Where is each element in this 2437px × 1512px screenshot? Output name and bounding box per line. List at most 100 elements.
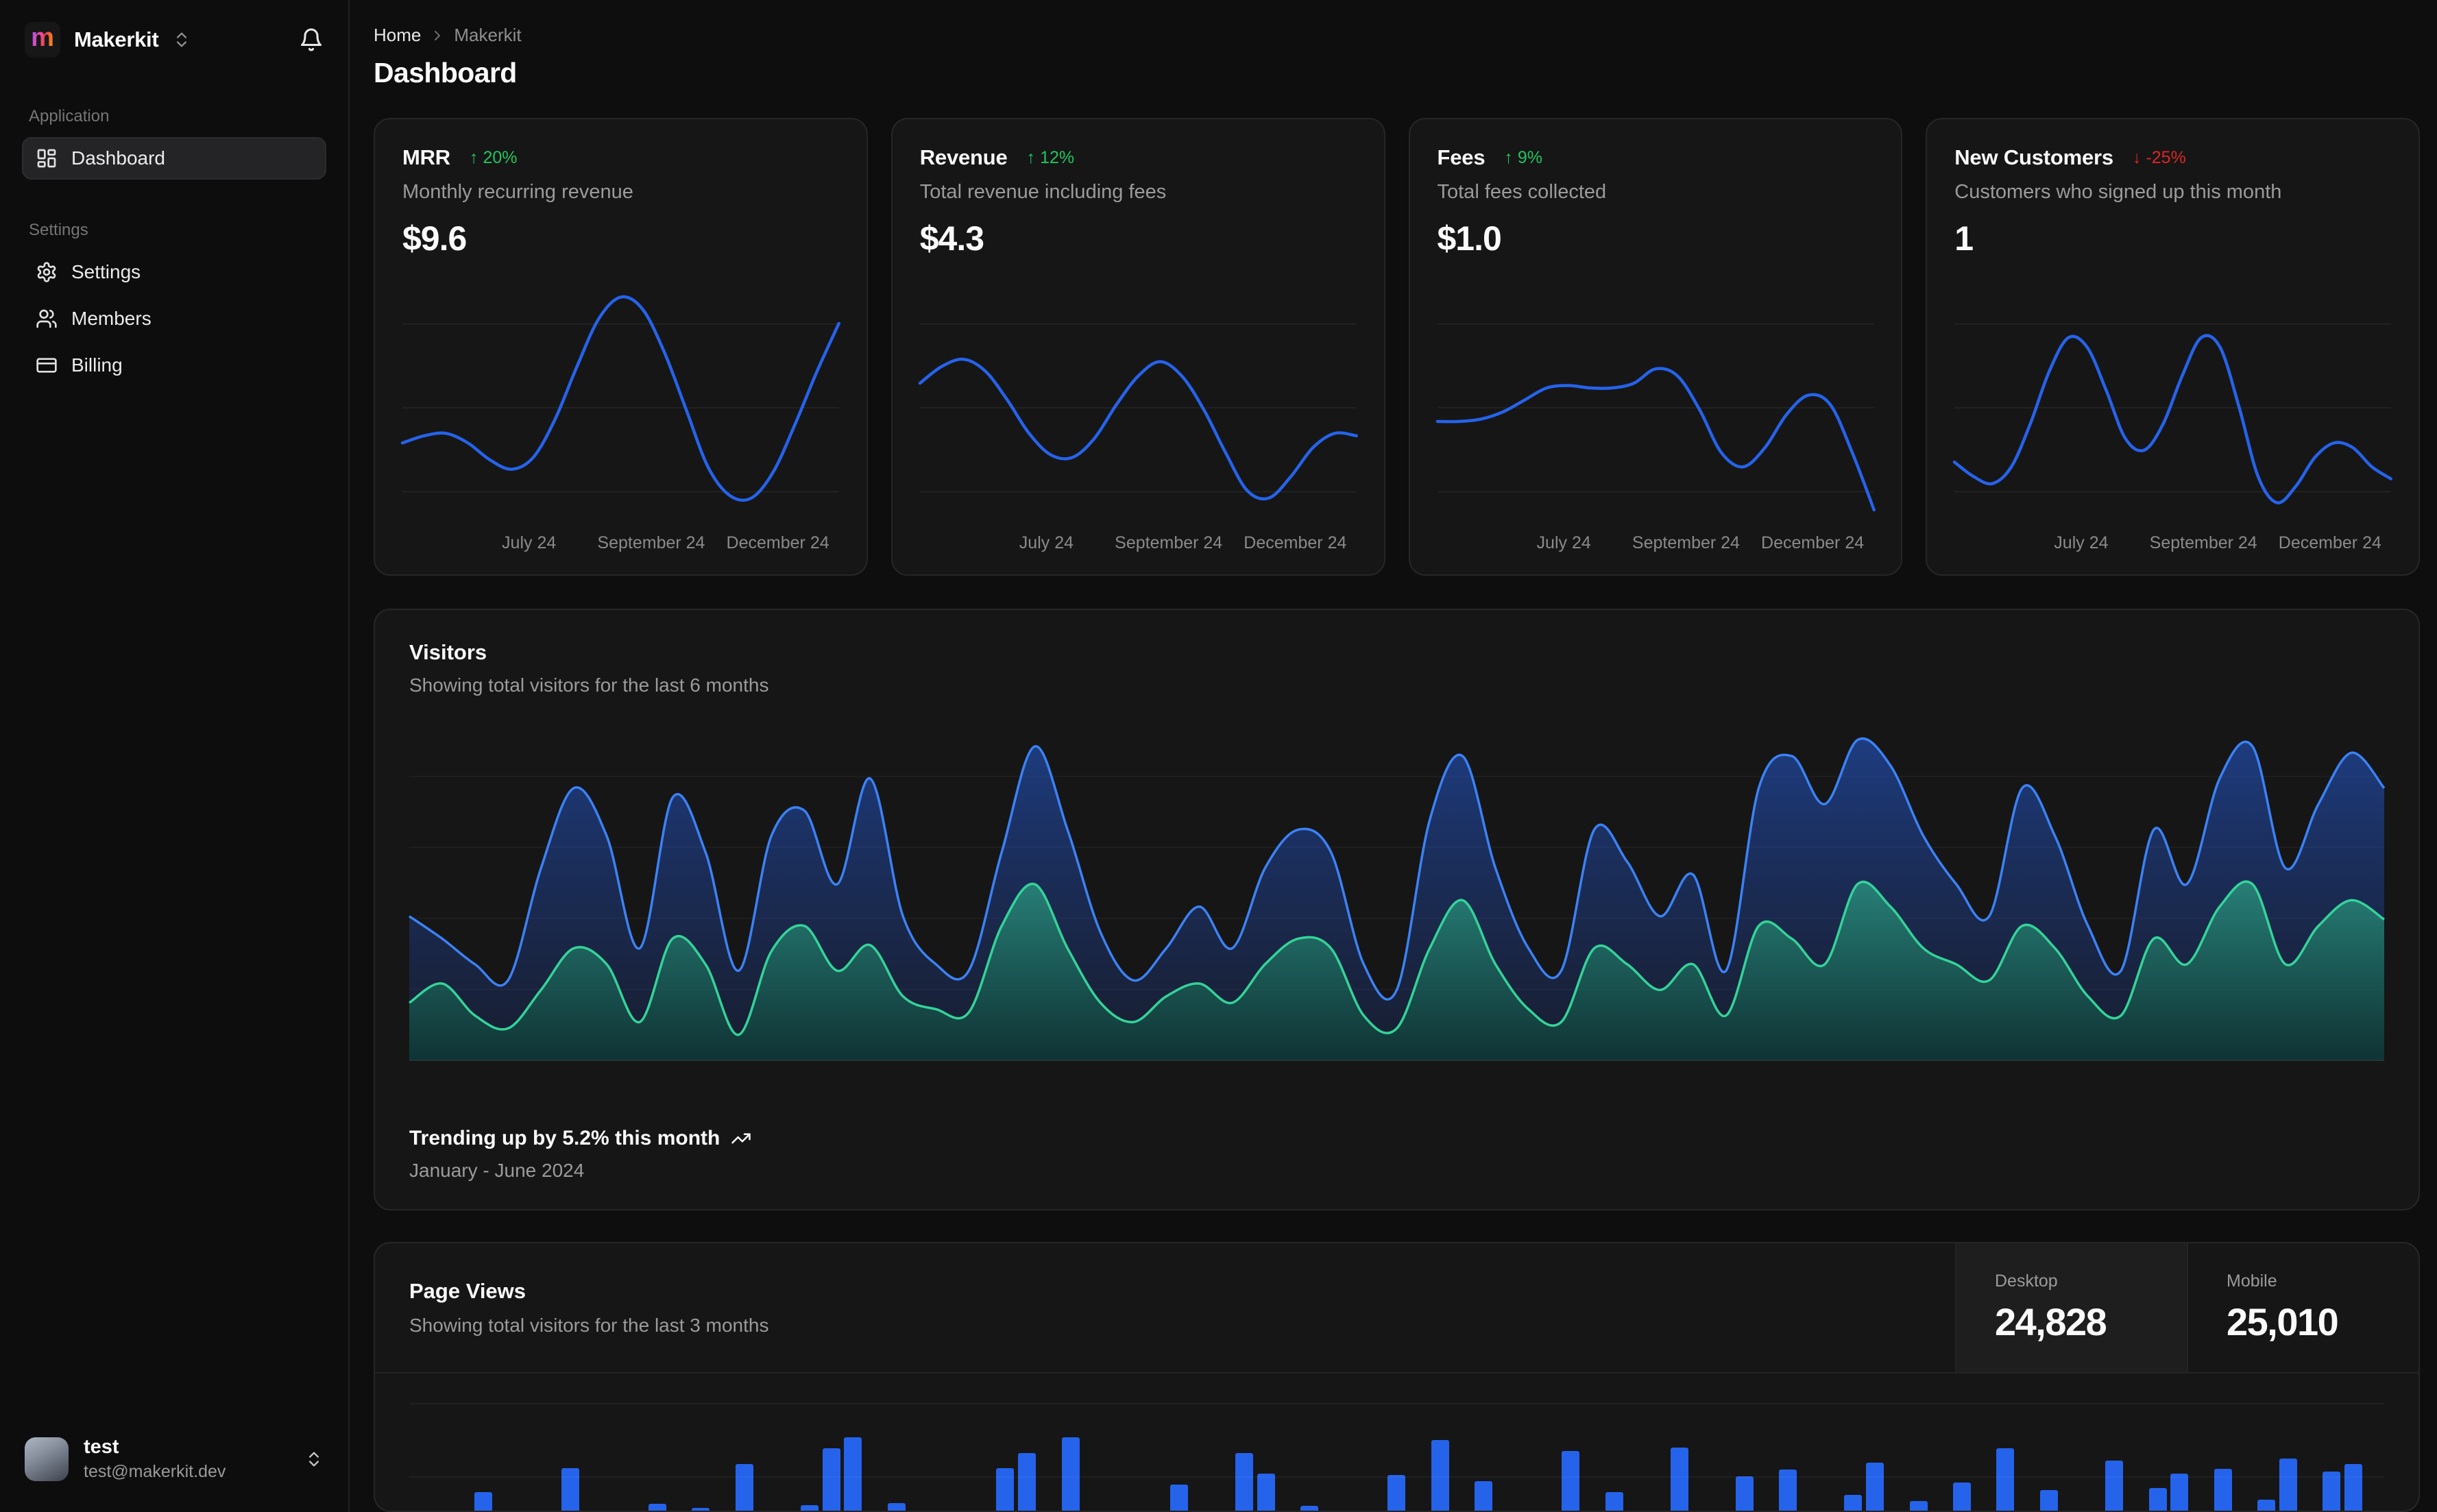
breadcrumb-home-link[interactable]: Home [374,25,422,45]
visitors-chart-area [409,733,2384,1064]
stat-toggle-value: 25,010 [2227,1300,2339,1343]
sidebar-item-members[interactable]: Members [22,297,326,340]
bar [2214,1468,2232,1511]
bar [800,1504,819,1511]
breadcrumb: Home Makerkit [374,25,2420,46]
bar [2170,1473,2189,1511]
bar [1431,1440,1449,1511]
sidebar-item-label: Dashboard [71,147,165,169]
bar [1996,1448,2015,1511]
visitors-trend-text: Trending up by 5.2% this month [409,1127,720,1149]
visitors-date-range: January - June 2024 [409,1160,585,1181]
trend-up-icon: ↑ [470,147,478,167]
x-axis-tick: July 24 [502,533,557,552]
sidebar-spacer [16,391,332,1431]
bar [1670,1447,1688,1511]
bar [1061,1437,1080,1511]
stat-change-badge: ↑ 9% [1504,148,1542,168]
user-avatar [25,1437,69,1482]
trend-up-icon: ↑ [1026,147,1036,167]
bar [1387,1475,1406,1511]
sidebar-nav: Application Dashboard Settings Set [16,107,332,391]
stat-title: MRR [402,145,450,169]
x-axis-labels: July 24 September 24 December 24 [402,529,839,557]
nav-section-label: Application [29,107,110,125]
fees-sparkline-chart [1438,268,1874,522]
bar [2323,1472,2341,1511]
bar [1235,1453,1254,1511]
x-axis-tick: December 24 [2278,533,2381,552]
sidebar-item-settings[interactable]: Settings [22,251,326,293]
bar [1779,1470,1797,1511]
x-axis-tick: September 24 [1632,533,1740,552]
main-content: Home Makerkit Dashboard MRR ↑ 20% Monthly… [350,0,2437,1512]
workspace-selector[interactable]: m Makerkit [16,18,332,62]
gridline [409,1476,2384,1478]
x-axis-tick: July 24 [2054,533,2109,552]
page-views-subtitle: Showing total visitors for the last 3 mo… [409,1315,769,1336]
bar [822,1448,840,1511]
x-axis-tick: December 24 [1244,533,1347,552]
stat-card-mrr: MRR ↑ 20% Monthly recurring revenue $9.6 … [374,118,868,576]
notifications-button[interactable] [299,27,324,52]
stat-toggle-label: Desktop [1995,1271,2058,1291]
sidebar-item-billing[interactable]: Billing [22,344,326,387]
makerkit-logo: m [25,22,60,58]
bar [561,1467,580,1511]
stat-subtitle: Monthly recurring revenue [402,181,633,203]
trend-down-icon: ↓ [2132,147,2142,167]
page-views-header: Page Views Showing total visitors for th… [375,1243,2418,1374]
visitors-title: Visitors [409,640,487,664]
bar [1018,1453,1036,1511]
stat-change-value: 20% [483,147,518,167]
visitors-footer: Trending up by 5.2% this month January -… [409,1127,2384,1182]
stat-card-fees: Fees ↑ 9% Total fees collected $1.0 July … [1408,118,1903,576]
sidebar-item-label: Settings [71,261,141,282]
users-icon [36,309,57,328]
stat-toggle-label: Mobile [2227,1271,2277,1291]
stat-subtitle: Total revenue including fees [919,181,1167,203]
stat-title: New Customers [1954,145,2113,169]
user-info: test test@makerkit.dev [84,1436,226,1482]
nav-section-application: Application Dashboard [22,107,326,180]
mrr-sparkline-chart [402,268,839,522]
bar [2257,1499,2276,1511]
bar [474,1491,493,1511]
stat-cards-row: MRR ↑ 20% Monthly recurring revenue $9.6 … [374,118,2420,576]
bar [1605,1491,1623,1511]
stat-subtitle: Customers who signed up this month [1954,181,2282,203]
chevron-right-icon [435,30,441,40]
x-axis-tick: December 24 [1761,533,1865,552]
bar [1735,1476,1754,1511]
sidebar-item-label: Billing [71,354,123,376]
x-axis-tick: July 24 [1536,533,1591,552]
x-axis-tick: September 24 [2149,533,2257,552]
trending-up-icon [731,1133,751,1144]
gear-icon [37,262,56,282]
user-email: test@makerkit.dev [84,1462,226,1481]
x-axis-tick: July 24 [1019,533,1074,552]
chevrons-up-down-icon [309,1452,319,1467]
bar [1909,1501,1928,1511]
user-menu[interactable]: test test@makerkit.dev [16,1431,332,1487]
bar [1170,1484,1189,1511]
stat-change-badge: ↑ 12% [1027,148,1075,168]
x-axis-labels: July 24 September 24 December 24 [920,529,1357,557]
sidebar: m Makerkit Application [0,0,350,1512]
page-views-toggle-desktop[interactable]: Desktop 24,828 [1955,1243,2187,1372]
stat-value: 1 [1954,219,1974,258]
page-views-toggle-mobile[interactable]: Mobile 25,010 [2187,1243,2418,1372]
bar [1257,1473,1276,1511]
visitors-card: Visitors Showing total visitors for the … [374,609,2420,1210]
x-axis-tick: September 24 [597,533,705,552]
stat-title: Fees [1437,145,1486,169]
bar [1844,1494,1863,1511]
sidebar-item-dashboard[interactable]: Dashboard [22,137,326,180]
nav-section-settings: Settings Settings Members [22,221,326,387]
page-views-title: Page Views [409,1279,526,1303]
stat-change-value: 9% [1517,147,1542,167]
new-customers-sparkline-chart [1954,268,2391,522]
bar [1953,1483,1972,1511]
bar [2105,1460,2124,1511]
